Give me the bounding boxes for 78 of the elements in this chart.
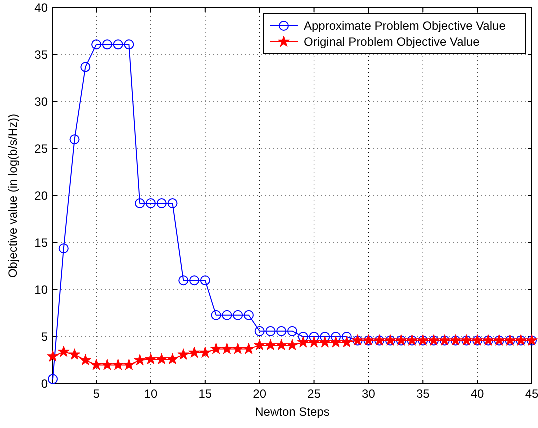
point — [47, 350, 59, 362]
point — [276, 339, 288, 351]
y-tick-label: 10 — [34, 283, 48, 297]
x-tick-label: 20 — [253, 387, 267, 401]
y-tick-label: 30 — [34, 95, 48, 109]
x-tick-label: 30 — [362, 387, 376, 401]
point — [58, 244, 69, 254]
point — [210, 343, 222, 354]
point — [92, 40, 102, 50]
y-tick-label: 0 — [41, 377, 48, 391]
point — [320, 332, 330, 342]
point — [178, 276, 189, 286]
point — [166, 353, 179, 365]
point — [135, 198, 146, 209]
x-tick-label: 15 — [198, 387, 212, 401]
point — [266, 326, 276, 336]
point — [298, 332, 308, 342]
point — [188, 346, 200, 358]
x-tick-label: 45 — [525, 387, 538, 401]
y-tick-label: 25 — [34, 142, 48, 156]
point — [168, 198, 178, 209]
point — [70, 134, 80, 145]
point — [221, 343, 234, 354]
point — [199, 346, 212, 358]
x-tick-label: 5 — [93, 387, 100, 401]
point — [58, 346, 70, 358]
point — [190, 276, 200, 286]
point — [123, 358, 136, 370]
point — [124, 40, 134, 50]
point — [222, 310, 232, 320]
point — [297, 336, 310, 348]
point — [134, 354, 146, 366]
point — [112, 358, 124, 370]
y-tick-label: 20 — [34, 189, 48, 203]
y-tick-label: 40 — [34, 1, 48, 15]
point — [145, 353, 157, 365]
point — [113, 40, 124, 50]
point — [68, 348, 81, 360]
point — [211, 310, 222, 320]
x-tick-label: 35 — [416, 387, 430, 401]
point — [156, 198, 167, 209]
point — [232, 343, 244, 354]
point — [341, 336, 353, 348]
point — [178, 348, 190, 360]
point — [264, 339, 277, 351]
point — [146, 198, 156, 209]
point — [244, 310, 254, 320]
point — [330, 336, 342, 348]
point — [254, 339, 266, 351]
point — [102, 40, 112, 50]
point — [276, 326, 287, 336]
point — [254, 326, 265, 336]
legend-label: Approximate Problem Objective Value — [304, 19, 506, 33]
y-tick-label: 5 — [41, 330, 48, 344]
point — [288, 326, 298, 336]
point — [90, 358, 102, 370]
point — [200, 276, 210, 286]
point — [286, 339, 298, 351]
point — [319, 336, 332, 348]
point — [309, 332, 320, 342]
y-tick-label: 35 — [34, 48, 48, 62]
y-axis-title: Objective value (in log(b/s/Hz)) — [6, 114, 20, 278]
point — [156, 353, 168, 365]
point — [80, 354, 92, 366]
point — [331, 332, 342, 342]
point — [342, 332, 352, 342]
point — [308, 336, 320, 348]
point — [233, 310, 244, 320]
x-tick-label: 10 — [144, 387, 158, 401]
x-tick-label: 25 — [308, 387, 322, 401]
x-axis-title: Newton Steps — [255, 405, 330, 419]
x-tick-label: 40 — [470, 387, 485, 401]
y-tick-label: 15 — [34, 236, 48, 250]
point — [243, 343, 255, 354]
point — [80, 62, 91, 72]
point — [48, 374, 58, 384]
legend-label: Original Problem Objective Value — [304, 35, 480, 49]
point — [102, 358, 114, 370]
